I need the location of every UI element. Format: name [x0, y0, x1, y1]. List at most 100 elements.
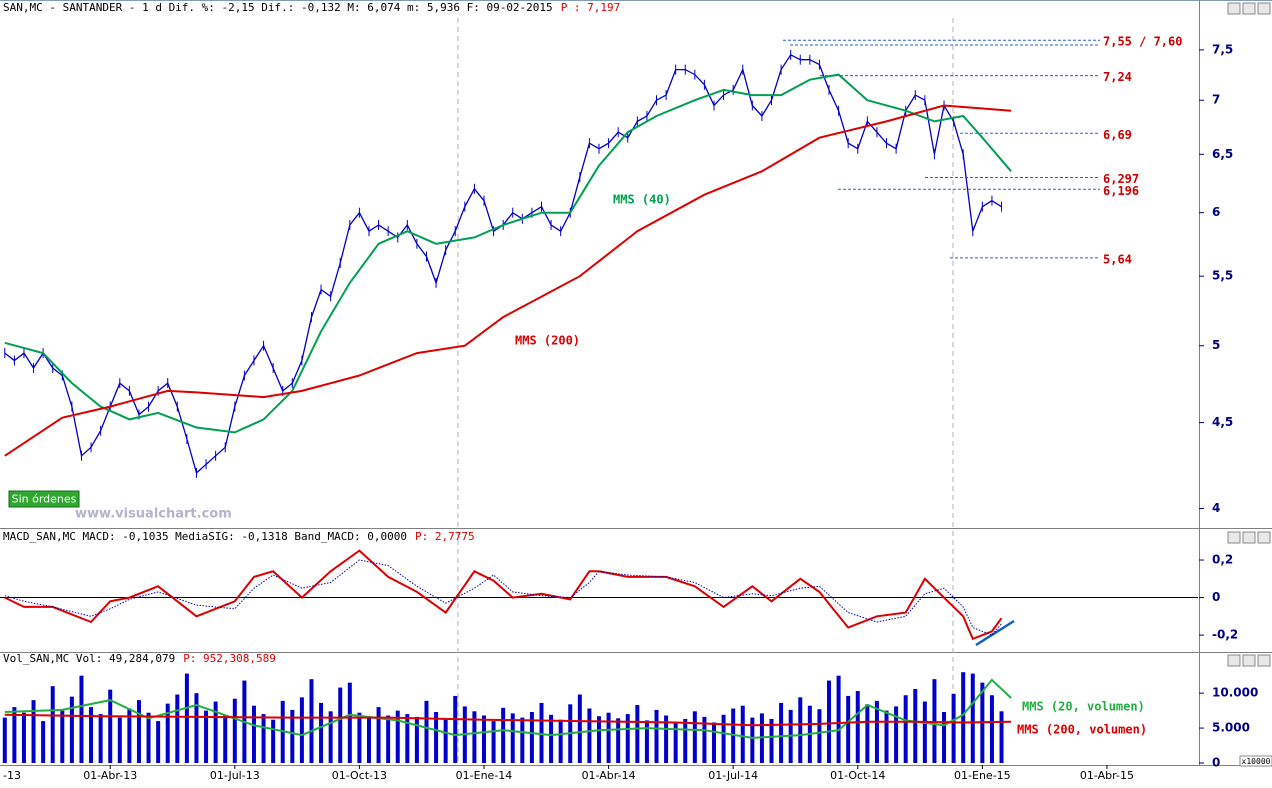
- panel-title-price: P: 952,308,589: [183, 652, 276, 665]
- volume-bar: [319, 702, 324, 763]
- y-tick-label: 0: [1212, 590, 1220, 604]
- level-label: 5,64: [1103, 252, 1132, 266]
- volume-bar: [271, 719, 276, 763]
- y-tick-label: 0,2: [1212, 553, 1233, 567]
- volume-bar: [328, 711, 333, 763]
- unit-box: [1239, 755, 1272, 767]
- volume-bar: [89, 707, 94, 763]
- watermark: www.visualchart.com: [75, 507, 232, 522]
- series-label: MMS (200): [515, 334, 580, 348]
- volume-bar: [673, 721, 678, 763]
- volume-bar: [913, 688, 918, 763]
- x-tick-label: 01-Abr-15: [1080, 769, 1134, 782]
- volume-bar: [156, 721, 161, 763]
- volume-bar: [117, 717, 122, 763]
- volume-bar: [204, 710, 209, 763]
- volume-bar: [2, 717, 7, 763]
- close-button[interactable]: [1257, 654, 1271, 667]
- panel-title: SAN,MC - SANTANDER - 1 d Dif. %: -2,15 D…: [3, 1, 553, 14]
- volume-bar: [577, 694, 582, 763]
- volume-bar: [395, 710, 400, 763]
- volume-bar: [60, 710, 65, 763]
- volume-bar: [654, 709, 659, 763]
- volume-bar: [184, 673, 189, 763]
- volume-bar: [223, 715, 228, 763]
- volume-bar: [836, 675, 841, 763]
- volume-bar: [635, 705, 640, 763]
- level-label: 6,297: [1103, 172, 1139, 186]
- x-tick-label: 01-Abr-14: [582, 769, 636, 782]
- volume-bar: [501, 707, 506, 763]
- volume-bar: [31, 700, 36, 763]
- volume-bar: [136, 700, 141, 763]
- volume-bar: [683, 718, 688, 763]
- x-tick-label: 01-Jul-14: [708, 769, 758, 782]
- x-tick-label: 01-Ene-15: [954, 769, 1011, 782]
- volume-bar: [366, 718, 371, 763]
- volume-bar: [520, 717, 525, 763]
- y-tick-label: 0: [1212, 756, 1220, 770]
- y-tick-label: -0,2: [1212, 628, 1238, 642]
- volume-bar: [424, 700, 429, 763]
- volume-bar: [194, 693, 199, 763]
- series-line: [4, 713, 1012, 727]
- maximize-button[interactable]: [1242, 654, 1256, 667]
- volume-bar: [644, 720, 649, 763]
- y-tick-label: 7,5: [1212, 42, 1233, 56]
- minimize-button[interactable]: [1227, 654, 1241, 667]
- volume-bar: [41, 721, 46, 763]
- volume-bar: [894, 706, 899, 763]
- volume-bar: [865, 704, 870, 763]
- volume-bar: [702, 716, 707, 763]
- series-line: [4, 549, 1003, 641]
- x-tick-label: 01-Abr-13: [83, 769, 137, 782]
- volume-bar: [922, 701, 927, 763]
- volume-bar: [347, 682, 352, 763]
- window-buttons[interactable]: [1227, 2, 1271, 667]
- series-label: MMS (200, volumen): [1017, 723, 1147, 737]
- volume-bar: [625, 714, 630, 763]
- trend-line: [975, 619, 1015, 647]
- x-tick-label: 01-Oct-14: [830, 769, 885, 782]
- panel-title-price: P: 2,7775: [415, 530, 475, 543]
- minimize-button[interactable]: [1227, 2, 1241, 15]
- volume-bar: [846, 695, 851, 763]
- y-tick-label: 5: [1212, 338, 1220, 352]
- y-unit: x10000: [1242, 757, 1271, 766]
- minimize-button[interactable]: [1227, 531, 1241, 544]
- orders-button-label[interactable]: Sin órdenes: [12, 493, 77, 506]
- volume-bar: [481, 715, 486, 763]
- panel-title-price: P : 7,197: [561, 1, 621, 14]
- volume-bar: [12, 707, 17, 763]
- maximize-button[interactable]: [1242, 531, 1256, 544]
- volume-bar: [903, 695, 908, 763]
- volume-bar: [357, 712, 362, 763]
- volume-bar: [721, 714, 726, 763]
- volume-bar: [21, 712, 26, 763]
- close-button[interactable]: [1257, 531, 1271, 544]
- volume-bar: [874, 700, 879, 763]
- volume-bar: [434, 712, 439, 763]
- volume-bar: [606, 712, 611, 763]
- y-tick-label: 6,5: [1212, 147, 1233, 161]
- level-label: 7,24: [1103, 70, 1132, 84]
- volume-bar: [309, 679, 314, 763]
- volume-bar: [769, 718, 774, 763]
- volume-bar: [79, 675, 84, 763]
- volume-bar: [108, 689, 113, 763]
- volume-bar: [961, 672, 966, 763]
- volume-bar: [472, 711, 477, 763]
- orders-button[interactable]: [8, 490, 80, 508]
- series-line: [4, 104, 1012, 457]
- y-tick-label: 5.000: [1212, 721, 1250, 735]
- volume-bar: [750, 717, 755, 763]
- volume-bar: [127, 708, 132, 763]
- volume-bar: [453, 695, 458, 763]
- close-button[interactable]: [1257, 2, 1271, 15]
- volume-bar: [251, 705, 256, 763]
- maximize-button[interactable]: [1242, 2, 1256, 15]
- volume-bar: [69, 696, 74, 763]
- volume-bar: [491, 721, 496, 763]
- volume-bar: [213, 701, 218, 763]
